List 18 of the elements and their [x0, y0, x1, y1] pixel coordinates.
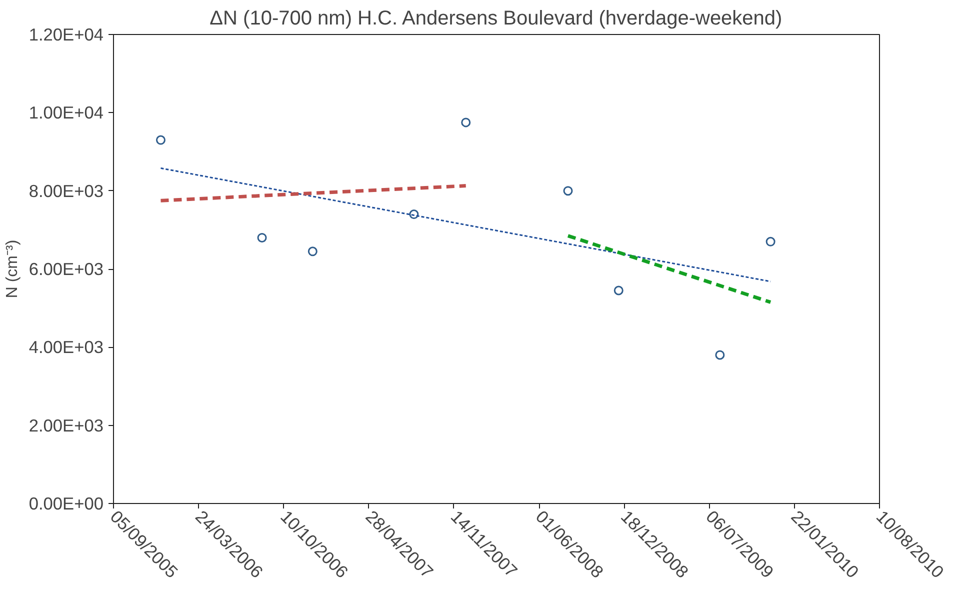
- y-tick-label: 0.00E+00: [28, 494, 104, 514]
- point: [156, 135, 166, 145]
- y-tick-label: 1.00E+04: [28, 102, 104, 123]
- point: [715, 350, 725, 360]
- y-tick-label: 6.00E+03: [28, 259, 104, 279]
- y-tick-label: 2.00E+03: [28, 415, 104, 436]
- point: [409, 210, 419, 220]
- point: [257, 232, 267, 242]
- y-tick-label: 8.00E+03: [28, 180, 104, 201]
- chart-title: ΔN (10-700 nm) H.C. Andersens Boulevard (hverdage-weekend): [210, 8, 782, 30]
- point: [308, 246, 318, 256]
- y-tick-label: 1.20E+04: [28, 24, 104, 44]
- y-axis-title: N (cm⁻³): [4, 240, 21, 298]
- point: [766, 236, 776, 246]
- point: [563, 186, 573, 196]
- point: [614, 286, 624, 296]
- y-tick-label: 4.00E+03: [28, 337, 104, 358]
- point: [461, 118, 471, 128]
